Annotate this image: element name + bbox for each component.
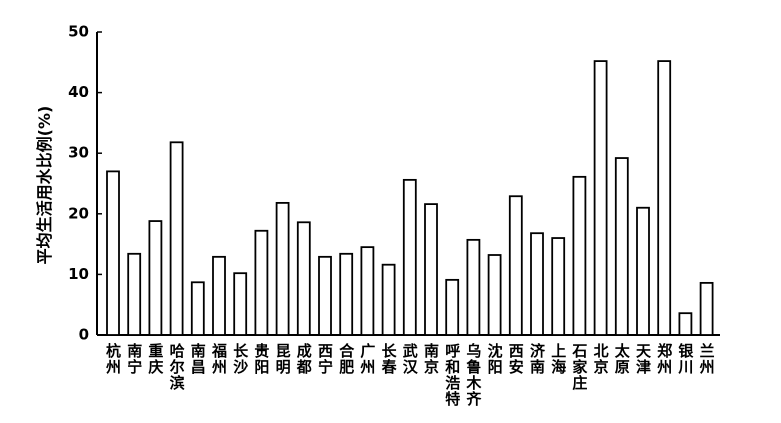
- x-tick-label: 天津: [634, 343, 652, 375]
- bar: [593, 60, 608, 336]
- x-tick-label: 呼和浩特: [443, 343, 461, 407]
- x-tick-label: 兰州: [698, 342, 716, 375]
- x-tick-label: 武汉: [401, 342, 419, 375]
- bar: [678, 312, 693, 336]
- bar: [106, 170, 120, 336]
- bar: [699, 281, 714, 336]
- bar: [424, 203, 438, 336]
- bar: [530, 232, 544, 336]
- bar: [551, 237, 566, 336]
- bar: [466, 238, 481, 336]
- x-tick-label: 郑州: [655, 342, 673, 375]
- bar: [445, 278, 460, 336]
- bar: [508, 195, 523, 336]
- y-tick-label: 20: [68, 204, 89, 222]
- bar: [487, 254, 502, 336]
- x-tick-label: 上海: [549, 343, 567, 375]
- x-tick-label: 南昌: [189, 342, 207, 375]
- x-tick-label: 南京: [422, 342, 440, 375]
- bar: [169, 141, 184, 336]
- x-tick-label: 成都: [295, 342, 313, 375]
- bar: [339, 252, 354, 336]
- x-tick-label: 福州: [210, 342, 228, 375]
- y-tick-label: 40: [68, 83, 89, 101]
- x-tick-label: 西宁: [316, 343, 334, 375]
- x-tick-label: 济南: [528, 342, 546, 375]
- bar: [381, 263, 396, 336]
- x-tick-label: 重庆: [146, 342, 164, 375]
- y-tick-label: 0: [79, 326, 89, 344]
- bar: [296, 221, 311, 336]
- bar: [212, 255, 226, 336]
- x-tick-label: 昆明: [274, 343, 292, 375]
- bar: [254, 229, 269, 336]
- bar: [360, 246, 375, 336]
- x-tick-label: 北京: [592, 343, 610, 375]
- x-tick-label: 广州: [358, 342, 376, 375]
- bar: [614, 157, 629, 336]
- bar: [275, 201, 290, 336]
- y-tick-label: 10: [68, 265, 89, 283]
- y-tick-label: 30: [68, 144, 89, 162]
- bar: [190, 281, 205, 336]
- x-tick-label: 合肥: [337, 342, 355, 375]
- x-tick-label: 西安: [507, 343, 525, 375]
- bar: [657, 60, 672, 336]
- bar: [572, 175, 587, 336]
- bar: [402, 178, 417, 336]
- x-tick-label: 长沙: [231, 342, 249, 375]
- x-tick-label: 贵阳: [252, 342, 270, 375]
- bar: [636, 206, 650, 336]
- x-tick-label: 乌鲁木齐: [464, 342, 482, 407]
- x-tick-label: 南宁: [125, 342, 143, 375]
- bar: [233, 272, 248, 336]
- x-tick-label: 杭州: [104, 342, 122, 375]
- x-tick-label: 哈尔滨: [168, 342, 186, 391]
- x-tick-label: 石家庄: [570, 343, 588, 391]
- x-tick-label: 沈阳: [486, 342, 504, 375]
- bar: [318, 255, 332, 336]
- bar: [148, 220, 163, 336]
- x-tick-label: 太原: [613, 342, 631, 375]
- x-tick-label: 银川: [676, 342, 694, 375]
- y-axis-label: 平均生活用水比例(%): [35, 106, 54, 265]
- y-tick-label: 50: [68, 23, 89, 41]
- bar: [127, 252, 142, 336]
- x-tick-label: 长春: [380, 342, 398, 375]
